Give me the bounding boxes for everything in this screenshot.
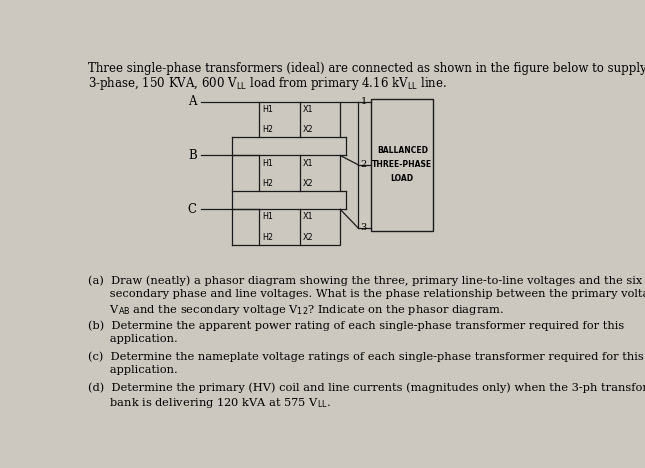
- Text: (c)  Determine the nameplate voltage ratings of each single-phase transformer re: (c) Determine the nameplate voltage rati…: [88, 351, 644, 362]
- Text: X2: X2: [303, 233, 313, 242]
- Text: X2: X2: [303, 125, 313, 134]
- Bar: [259, 155, 341, 191]
- Bar: [259, 209, 341, 245]
- Text: application.: application.: [88, 365, 178, 374]
- Text: application.: application.: [88, 334, 178, 344]
- Bar: [372, 98, 433, 231]
- Text: 3: 3: [361, 223, 366, 233]
- Text: X1: X1: [303, 105, 313, 114]
- Text: C: C: [188, 203, 197, 216]
- Text: H2: H2: [262, 179, 273, 188]
- Text: 3-phase, 150 KVA, 600 V$_{\mathrm{LL}}$ load from primary 4.16 kV$_{\mathrm{LL}}: 3-phase, 150 KVA, 600 V$_{\mathrm{LL}}$ …: [88, 75, 448, 92]
- Text: H2: H2: [262, 125, 273, 134]
- Text: H1: H1: [262, 159, 273, 168]
- Text: H1: H1: [262, 212, 273, 221]
- Text: LOAD: LOAD: [391, 174, 414, 183]
- Text: A: A: [188, 95, 197, 108]
- Text: secondary phase and line voltages. What is the phase relationship between the pr: secondary phase and line voltages. What …: [88, 289, 645, 299]
- Text: V$_{\mathrm{AB}}$ and the secondary voltage V$_{\mathrm{12}}$? Indicate on the p: V$_{\mathrm{AB}}$ and the secondary volt…: [88, 302, 504, 316]
- Text: 1: 1: [361, 97, 366, 106]
- Text: X2: X2: [303, 179, 313, 188]
- Text: bank is delivering 120 kVA at 575 V$_{\mathrm{LL}}$.: bank is delivering 120 kVA at 575 V$_{\m…: [88, 395, 332, 410]
- Text: BALLANCED: BALLANCED: [377, 146, 428, 155]
- Text: (a)  Draw (neatly) a phasor diagram showing the three, primary line-to-line volt: (a) Draw (neatly) a phasor diagram showi…: [88, 276, 642, 286]
- Text: B: B: [188, 149, 197, 162]
- Text: (b)  Determine the apparent power rating of each single-phase transformer requir: (b) Determine the apparent power rating …: [88, 320, 624, 330]
- Text: 2: 2: [361, 160, 366, 169]
- Text: Three single-phase transformers (ideal) are connected as shown in the figure bel: Three single-phase transformers (ideal) …: [88, 62, 645, 74]
- Text: X1: X1: [303, 159, 313, 168]
- Text: (d)  Determine the primary (HV) coil and line currents (magnitudes only) when th: (d) Determine the primary (HV) coil and …: [88, 382, 645, 393]
- Text: THREE-PHASE: THREE-PHASE: [372, 160, 432, 169]
- Text: X1: X1: [303, 212, 313, 221]
- Text: H1: H1: [262, 105, 273, 114]
- Text: H2: H2: [262, 233, 273, 242]
- Bar: [259, 102, 341, 137]
